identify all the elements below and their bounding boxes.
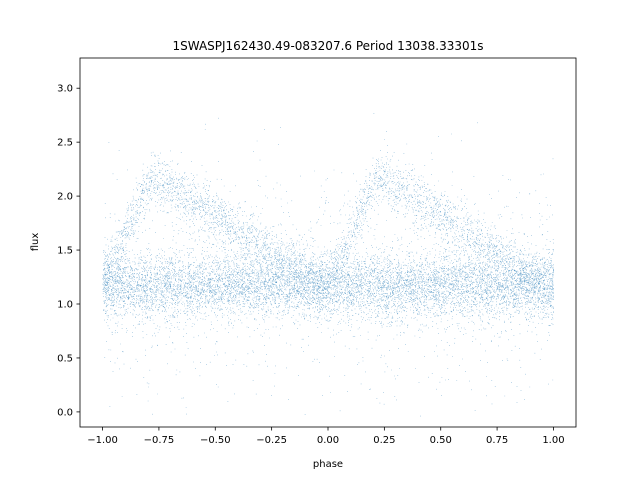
y-tick-label: 2.5 (57, 138, 73, 149)
x-tick-label: 0.00 (317, 435, 339, 446)
chart-title: 1SWASPJ162430.49-083207.6 Period 13038.3… (172, 39, 483, 53)
x-axis: −1.00 −0.75 −0.50 −0.25 0.00 0.25 0.50 0.75 1.00 (87, 427, 565, 446)
y-tick-label: 1.0 (57, 300, 73, 311)
y-axis: 0.0 0.5 1.0 1.5 2.0 2.5 3.0 (57, 84, 80, 418)
x-tick-label: −0.25 (256, 435, 287, 446)
x-tick-label: 1.00 (542, 435, 564, 446)
x-tick-label: −0.75 (144, 435, 175, 446)
x-tick-label: −1.00 (87, 435, 118, 446)
y-tick-label: 3.0 (57, 84, 73, 95)
x-tick-label: 0.75 (486, 435, 508, 446)
y-tick-label: 0.5 (57, 353, 73, 364)
x-tick-label: −0.50 (200, 435, 231, 446)
y-tick-label: 2.0 (57, 192, 73, 203)
x-tick-label: 0.50 (430, 435, 452, 446)
y-axis-label: flux (30, 233, 41, 252)
y-tick-label: 0.0 (57, 407, 73, 418)
scatter-points (102, 113, 554, 417)
x-tick-label: 0.25 (373, 435, 395, 446)
x-axis-label: phase (313, 459, 343, 470)
y-tick-label: 1.5 (57, 246, 73, 257)
data-points (102, 113, 554, 417)
